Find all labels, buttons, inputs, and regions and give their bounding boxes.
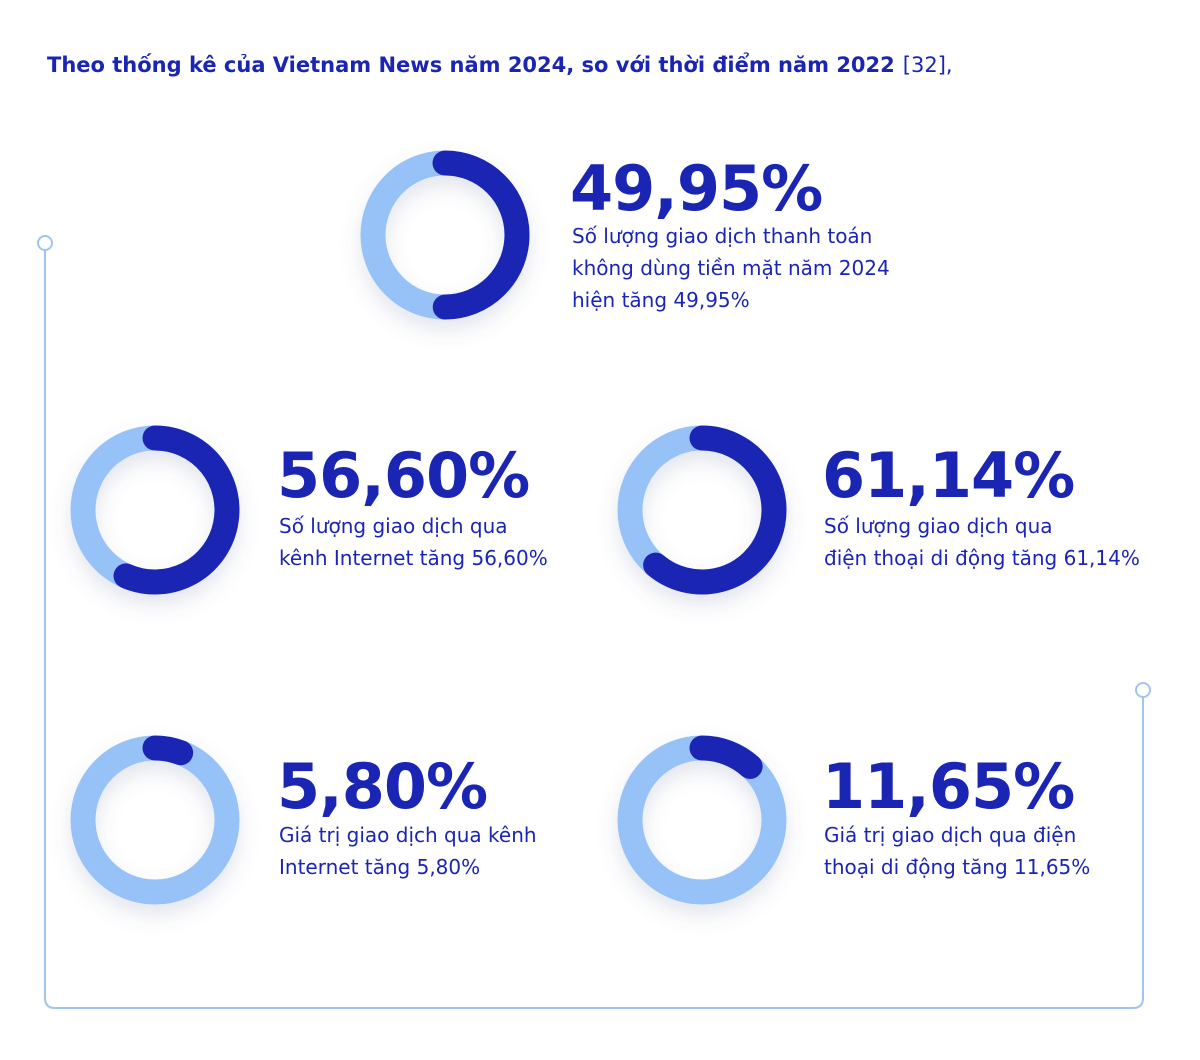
title: Theo thống kê của Vietnam News năm 2024,… [47,52,953,77]
donut-arc [142,735,194,766]
value-label: 5,80% [277,750,487,823]
value-label: 49,95% [570,152,822,225]
value-label: 11,65% [822,750,1074,823]
donut-arc [432,150,530,320]
donut-track [70,735,240,905]
description: kênh Internet tăng 56,60% [279,546,548,570]
frame-dot [37,235,53,251]
description: Internet tăng 5,80% [279,855,480,879]
donut-arc [689,735,763,779]
description: điện thoại di động tăng 61,14% [824,546,1140,570]
description: thoại di động tăng 11,65% [824,855,1090,879]
donut-arc [113,425,240,595]
frame-line [44,250,1144,1009]
description: Giá trị giao dịch qua kênh [279,823,537,847]
value-label: 61,14% [822,439,1074,512]
frame-dot [1135,682,1151,698]
donut-arc [643,425,787,595]
title-text: Theo thống kê của Vietnam News năm 2024,… [47,52,895,77]
description: Số lượng giao dịch thanh toán [572,224,872,248]
description: hiện tăng 49,95% [572,288,750,312]
description: không dùng tiền mặt năm 2024 [572,256,890,280]
reference: [32], [903,53,953,77]
value-label: 56,60% [277,439,529,512]
description: Số lượng giao dịch qua [279,514,508,538]
description: Số lượng giao dịch qua [824,514,1053,538]
description: Giá trị giao dịch qua điện [824,823,1076,847]
